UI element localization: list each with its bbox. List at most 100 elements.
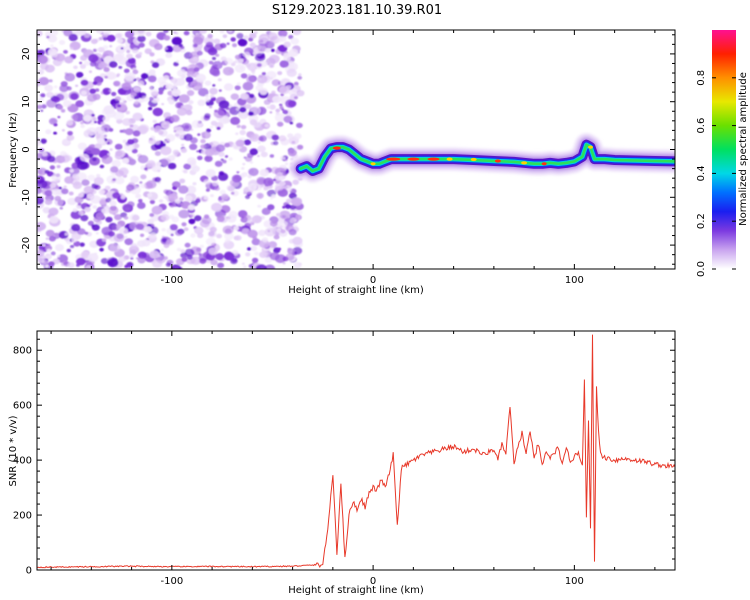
noise-blob xyxy=(87,174,96,181)
noise-blob xyxy=(259,168,269,177)
noise-blob xyxy=(181,122,192,132)
noise-blob xyxy=(109,200,117,207)
noise-blob xyxy=(63,30,73,37)
noise-blob xyxy=(60,151,67,157)
noise-blob xyxy=(96,30,104,34)
noise-blob xyxy=(259,39,264,43)
noise-blob xyxy=(293,261,302,269)
noise-blob xyxy=(44,199,53,205)
snr-y-axis: 0 200 400 600 800 xyxy=(13,338,675,577)
noise-blob xyxy=(92,117,97,121)
noise-blob xyxy=(116,38,123,44)
noise-blob xyxy=(279,210,291,220)
noise-blob xyxy=(93,177,104,185)
noise-blob xyxy=(96,48,100,52)
noise-blob xyxy=(37,104,43,110)
noise-blob xyxy=(191,120,202,129)
noise-blob xyxy=(47,35,58,43)
noise-blob xyxy=(204,80,212,86)
noise-blob xyxy=(289,217,297,223)
noise-blob xyxy=(37,139,41,145)
noise-blob xyxy=(207,33,213,39)
noise-blob xyxy=(76,30,87,36)
noise-blob xyxy=(87,253,99,262)
noise-blob xyxy=(163,35,171,41)
noise-blob xyxy=(282,262,286,265)
noise-blob xyxy=(203,196,208,200)
noise-blob xyxy=(50,251,56,256)
noise-blob xyxy=(49,215,59,224)
noise-blob xyxy=(129,213,140,222)
chart-title: S129.2023.181.10.39.R01 xyxy=(272,3,442,18)
noise-blob xyxy=(230,37,236,42)
noise-blob xyxy=(135,223,145,230)
noise-blob xyxy=(178,266,183,269)
noise-blob xyxy=(101,30,111,36)
ridge-hotspot xyxy=(386,157,401,161)
noise-blob xyxy=(92,157,97,162)
noise-blob xyxy=(259,251,268,258)
noise-blob xyxy=(173,82,179,87)
spectrogram-plot-area xyxy=(37,30,675,269)
noise-blob xyxy=(141,73,149,80)
noise-blob xyxy=(90,195,101,204)
noise-blob xyxy=(290,37,300,45)
noise-blob xyxy=(154,151,161,156)
noise-blob xyxy=(184,248,195,257)
noise-blob xyxy=(131,48,139,54)
noise-blob xyxy=(210,259,218,266)
noise-blob xyxy=(219,189,226,195)
noise-blob xyxy=(247,174,252,179)
noise-blob xyxy=(178,94,190,103)
noise-blob xyxy=(210,120,218,126)
noise-blob xyxy=(110,166,119,173)
noise-blob xyxy=(243,265,247,269)
noise-blob xyxy=(290,157,294,161)
noise-blob xyxy=(287,133,294,139)
noise-blob xyxy=(289,121,294,125)
noise-blob xyxy=(218,171,225,176)
noise-blob xyxy=(137,256,146,264)
noise-blob xyxy=(109,148,113,151)
noise-blob xyxy=(194,226,204,235)
noise-blob xyxy=(213,38,221,44)
noise-blob xyxy=(53,131,57,135)
x-tick-label: -100 xyxy=(160,275,183,286)
noise-blob xyxy=(271,194,276,199)
noise-blob xyxy=(188,100,194,105)
noise-blob xyxy=(102,45,109,50)
noise-blob xyxy=(208,105,213,109)
noise-blob xyxy=(264,123,270,128)
noise-blob xyxy=(38,148,45,153)
noise-blob xyxy=(236,33,244,39)
noise-blob xyxy=(87,220,94,226)
noise-blob xyxy=(130,243,138,249)
noise-blob xyxy=(64,56,74,64)
noise-blob xyxy=(63,185,67,189)
noise-blob xyxy=(71,114,78,120)
noise-blob xyxy=(44,253,52,260)
noise-blob xyxy=(213,64,218,68)
noise-blob xyxy=(81,179,90,186)
noise-blob xyxy=(279,225,283,229)
noise-blob xyxy=(132,130,141,137)
noise-blob xyxy=(137,35,146,43)
colorbar-tick-label: 0.6 xyxy=(696,118,707,134)
noise-blob xyxy=(224,57,233,65)
noise-blob xyxy=(95,232,99,235)
noise-blob xyxy=(263,177,274,187)
noise-blob xyxy=(235,107,240,111)
noise-blob xyxy=(195,198,201,203)
noise-blob xyxy=(285,204,292,210)
noise-blob xyxy=(151,205,163,215)
noise-blob xyxy=(37,30,43,37)
noise-blob xyxy=(273,141,279,146)
noise-blob xyxy=(148,106,153,111)
noise-blob xyxy=(216,215,225,222)
noise-blob xyxy=(282,109,289,115)
spectrogram-ridge xyxy=(289,133,675,182)
noise-blob xyxy=(257,145,266,153)
noise-blob xyxy=(223,251,235,261)
noise-blob xyxy=(97,46,105,53)
noise-blob xyxy=(101,207,110,214)
